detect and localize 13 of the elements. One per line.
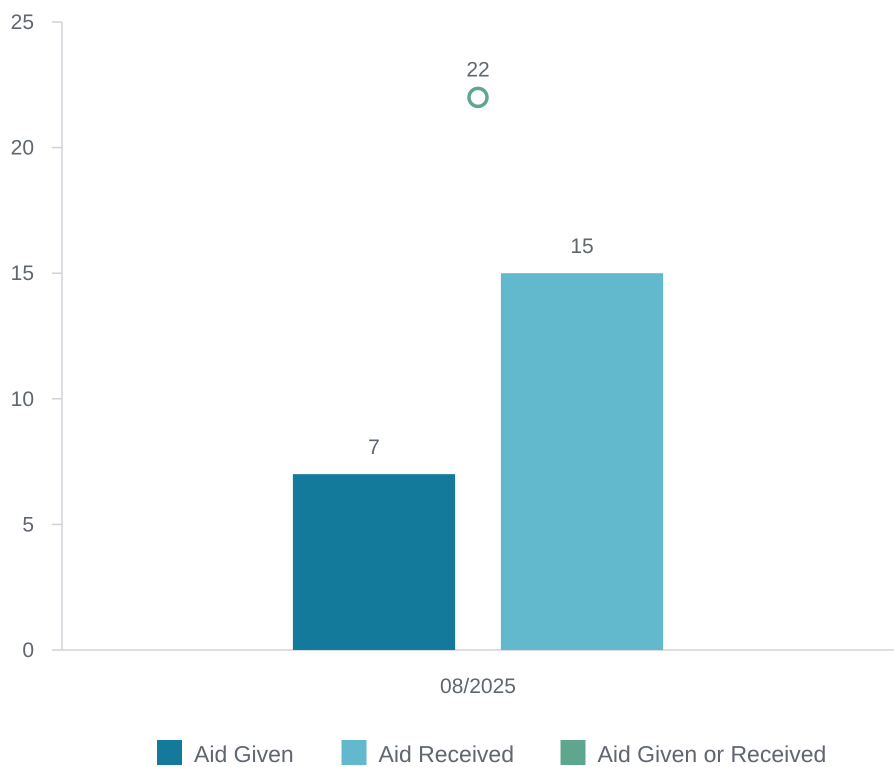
- y-tick-label: 15: [10, 262, 34, 286]
- data-label: 22: [466, 58, 490, 82]
- data-label: 7: [368, 436, 380, 460]
- y-tick-label: 5: [22, 513, 34, 536]
- legend-label: Aid Given: [194, 741, 294, 767]
- x-tick-label: 08/2025: [440, 675, 516, 698]
- legend-label: Aid Given or Received: [598, 741, 826, 767]
- y-tick-label: 25: [10, 11, 34, 34]
- y-tick-label: 0: [22, 639, 34, 662]
- data-label: 15: [570, 235, 594, 258]
- y-tick-label: 10: [10, 388, 34, 411]
- legend-label: Aid Received: [378, 741, 514, 767]
- y-tick-label: 20: [10, 136, 34, 160]
